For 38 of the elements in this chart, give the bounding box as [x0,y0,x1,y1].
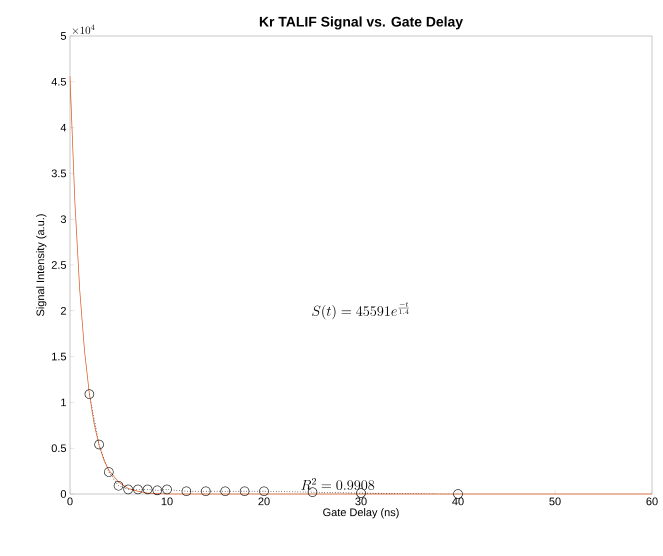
point [114,480,124,491]
x-tick-label: 0 [67,498,73,506]
y-tick-label: 2.5 [52,261,66,269]
point [162,484,172,494]
y-tick-label: 2 [60,306,66,315]
x-tick-label: 30 [355,498,367,506]
x-tick-label: 50 [549,498,561,506]
point [220,486,230,496]
y-tick-label: 3.5 [52,170,66,178]
point [182,486,192,496]
x-tick-label: 20 [258,498,270,506]
point [123,484,133,494]
x-axis-title: Gate Delay (ns) [323,508,399,518]
annotation: $S(t) = 45591e^{\frac{-t}{1.4}}$ [312,302,409,320]
x-tick-label: 10 [162,498,173,506]
point [201,486,211,496]
point [104,467,114,477]
x-tick-label: 60 [646,498,658,506]
y-tick-label: 5 [60,32,66,40]
y-tick-label: 4.5 [51,78,66,86]
y-axis-title: Signal Intensity (a.u.) [36,214,46,316]
point [84,389,94,399]
y-tick-label: 4 [60,124,66,132]
y-tick-label: 0.5 [52,444,66,452]
text: $\times 10^{4}$ [72,24,95,34]
point [259,486,269,496]
y-tick-label: 0 [60,490,66,498]
point [133,484,143,494]
point [152,486,162,496]
point [240,486,250,496]
x-tick-label: 40 [452,498,464,506]
point [94,440,104,450]
y-tick-label: 1 [61,398,66,406]
annotation: $R^2 = 0.9908$ [301,478,374,490]
chart-title: Kr TALIF Signal vs. Gate Delay [260,16,463,30]
y-tick-label: 3 [60,215,66,224]
y-tick-label: 1.5 [52,352,66,360]
point [142,484,152,494]
